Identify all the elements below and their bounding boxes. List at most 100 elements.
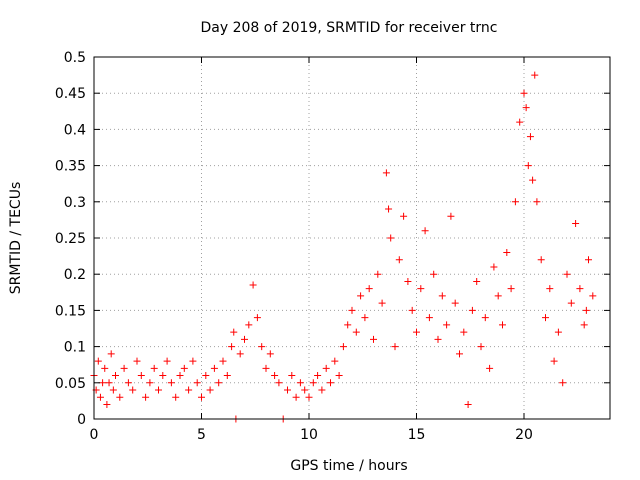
data-point-marker	[460, 328, 468, 336]
data-point-marker	[193, 379, 201, 387]
data-point-marker	[503, 248, 511, 256]
data-point-marker	[249, 281, 257, 289]
data-point-marker	[230, 328, 238, 336]
data-point-marker	[417, 285, 425, 293]
y-tick-label: 0.35	[55, 159, 86, 175]
x-axis-label: GPS time / hours	[290, 458, 407, 474]
data-point-marker	[546, 285, 554, 293]
data-point-marker	[451, 299, 459, 307]
data-point-marker	[537, 256, 545, 264]
data-point-marker	[520, 89, 528, 97]
data-point-marker	[296, 379, 304, 387]
data-point-marker	[159, 372, 167, 380]
data-point-marker	[430, 270, 438, 278]
data-point-marker	[288, 372, 296, 380]
data-point-marker	[582, 306, 590, 314]
data-point-marker	[284, 386, 291, 394]
data-point-marker	[374, 270, 382, 278]
data-point-marker	[434, 335, 442, 343]
data-point-marker	[352, 328, 360, 336]
data-point-marker	[245, 321, 253, 329]
data-point-marker	[378, 299, 386, 307]
axis-tick-labels: 0 5 10 15 20 0 0.05 0.1 0.15 0.2 0.25 0.3 0.35 0.4 0.4…	[55, 50, 533, 443]
data-point-marker	[96, 393, 104, 401]
data-point-marker	[210, 364, 218, 372]
data-point-marker	[150, 364, 158, 372]
data-point-marker	[391, 343, 399, 351]
data-point-marker	[516, 118, 524, 126]
y-tick-label: 0.5	[64, 50, 86, 66]
y-tick-label: 0.25	[55, 231, 86, 247]
data-point-marker	[490, 263, 498, 271]
data-point-marker	[499, 321, 506, 329]
y-tick-label: 0.3	[64, 195, 86, 211]
y-tick-label: 0.1	[64, 340, 86, 356]
data-point-marker	[580, 321, 588, 329]
data-point-marker	[408, 306, 416, 314]
x-tick-label: 15	[408, 427, 426, 443]
axis-ticks	[93, 56, 610, 420]
data-point-marker	[576, 285, 584, 293]
data-point-marker	[335, 372, 343, 380]
data-point-marker	[331, 357, 339, 365]
x-tick-label: 0	[90, 427, 99, 443]
data-point-marker	[473, 277, 481, 285]
y-tick-label: 0	[77, 412, 86, 428]
data-point-marker	[198, 393, 205, 401]
grid-lines	[94, 57, 610, 419]
data-point-marker	[395, 256, 403, 264]
data-point-marker	[236, 350, 244, 358]
data-point-marker	[481, 314, 489, 322]
data-point-marker	[142, 393, 150, 401]
x-tick-label: 5	[197, 427, 206, 443]
data-point-marker	[382, 169, 390, 177]
data-point-marker	[112, 372, 119, 380]
data-point-marker	[585, 256, 592, 264]
data-point-marker	[163, 357, 171, 365]
data-point-marker	[305, 393, 313, 401]
data-point-marker	[116, 393, 124, 401]
data-point-marker	[223, 372, 231, 380]
data-point-marker	[202, 372, 210, 380]
data-point-marker	[522, 104, 530, 112]
data-point-marker	[109, 386, 117, 394]
data-point-marker	[526, 133, 534, 141]
data-point-marker	[124, 379, 132, 387]
y-tick-label: 0.4	[64, 122, 86, 138]
data-point-marker	[468, 306, 476, 314]
data-point-marker	[361, 314, 369, 322]
data-point-marker	[404, 277, 412, 285]
data-point-marker	[554, 328, 562, 336]
data-point-marker	[531, 71, 539, 79]
data-point-marker	[421, 227, 429, 235]
data-point-marker	[107, 350, 115, 358]
data-point-marker	[511, 198, 519, 206]
data-point-marker	[344, 321, 352, 329]
data-point-marker	[385, 205, 393, 213]
data-point-marker	[494, 292, 502, 300]
data-point-marker	[262, 364, 270, 372]
x-tick-label: 10	[300, 427, 318, 443]
data-point-marker	[137, 372, 145, 380]
data-point-marker	[189, 357, 197, 365]
data-point-marker	[314, 372, 322, 380]
y-axis-label: SRMTID / TECUs	[8, 182, 24, 295]
data-point-marker	[271, 372, 279, 380]
data-point-marker	[94, 357, 102, 365]
data-point-marker	[228, 343, 236, 351]
data-point-marker	[275, 379, 283, 387]
y-tick-label: 0.15	[55, 303, 86, 319]
data-point-marker	[322, 364, 330, 372]
data-point-marker	[456, 350, 463, 358]
data-point-marker	[533, 198, 541, 206]
data-point-marker	[105, 379, 113, 387]
chart-title: Day 208 of 2019, SRMTID for receiver trn…	[201, 20, 498, 36]
data-point-marker	[425, 314, 433, 322]
data-point-marker	[206, 386, 214, 394]
data-point-marker	[529, 176, 537, 184]
data-point-marker	[133, 357, 141, 365]
data-point-marker	[266, 350, 274, 358]
data-point-marker	[309, 379, 317, 387]
